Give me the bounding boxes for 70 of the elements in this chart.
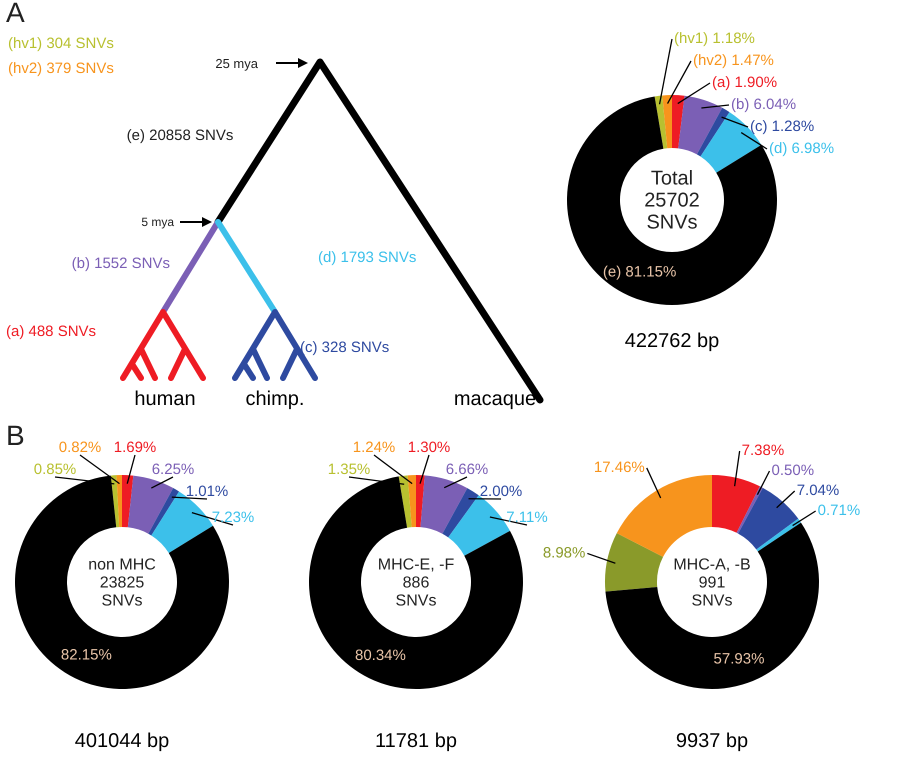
text: macaque xyxy=(454,388,536,410)
data-label: 8.98% xyxy=(542,544,586,562)
text: MHC-E, -F 886 SNVs xyxy=(378,556,454,610)
donut-slice xyxy=(662,95,672,148)
donut-slice xyxy=(128,476,174,534)
text: MHC-A, -B 991 SNVs xyxy=(673,556,751,610)
text: (b) 1552 SNVs xyxy=(72,255,170,272)
data-label: 1.24% xyxy=(352,439,396,456)
text: 5 mya xyxy=(141,215,174,229)
data-label: 0.85% xyxy=(34,461,76,478)
slice-label: (c) 1.28% xyxy=(750,118,814,135)
slice-label: (b) 6.04% xyxy=(731,96,796,113)
data-label: 17.46% xyxy=(594,458,645,476)
slice-label: (e) 81.15% xyxy=(602,263,676,280)
data-label: 0.71% xyxy=(818,502,860,519)
text: non MHC 23825 SNVs xyxy=(88,556,156,610)
text: B xyxy=(6,420,25,451)
donut-slice xyxy=(736,486,763,534)
text: 9937 bp xyxy=(676,730,748,752)
data-label: 7.11% xyxy=(506,509,548,526)
donut-slice xyxy=(712,475,760,533)
text: (e) 20858 SNVs xyxy=(126,127,234,144)
text: (d) 1793 SNVs xyxy=(318,249,416,266)
donut-slice xyxy=(654,95,668,149)
data-label: 1.35% xyxy=(328,461,370,478)
text: (a) 488 SNVs xyxy=(6,323,96,340)
donut-slice xyxy=(116,475,122,528)
donut-slice xyxy=(696,108,730,156)
data-label: 6.66% xyxy=(446,461,488,478)
data-label: 82.15% xyxy=(60,646,112,664)
text: chimp. xyxy=(246,388,304,410)
slice-label: (hv1) 1.18% xyxy=(674,30,755,47)
data-label: 6.25% xyxy=(152,461,194,478)
donut-slice xyxy=(442,488,479,538)
data-label: 57.93% xyxy=(714,650,764,668)
text: (hv2) 379 SNVs xyxy=(8,60,114,77)
text: A xyxy=(6,0,25,28)
data-label: 7.38% xyxy=(742,442,784,459)
donut-slice xyxy=(738,488,798,550)
donut-slice xyxy=(605,533,664,592)
donut-slice xyxy=(616,475,712,557)
data-label: 1.01% xyxy=(186,483,228,500)
data-label: 1.69% xyxy=(114,439,156,456)
text: 25 mya xyxy=(215,56,259,71)
donut-slice xyxy=(110,475,120,528)
donut-slice xyxy=(416,475,425,528)
donut-slice xyxy=(408,475,416,528)
data-label: 80.34% xyxy=(354,646,406,664)
text: 401044 bp xyxy=(74,730,170,752)
slice-label: (hv2) 1.47% xyxy=(693,52,774,69)
donut-slice xyxy=(398,475,412,528)
data-label: 1.30% xyxy=(408,439,450,456)
data-label: 0.82% xyxy=(58,439,102,456)
slice-label: (d) 6.98% xyxy=(769,140,834,157)
donut-slice xyxy=(148,488,180,536)
data-label: 2.00% xyxy=(480,483,522,500)
donut-slice xyxy=(122,475,134,528)
data-label: 7.23% xyxy=(212,509,254,526)
donut-slice xyxy=(756,518,801,552)
text: human xyxy=(134,388,196,410)
text: (hv1) 304 SNVs xyxy=(8,35,114,52)
donut-slice xyxy=(672,95,685,148)
data-label: 7.04% xyxy=(796,482,840,499)
donut-slice xyxy=(678,96,722,154)
text: Total 25702 SNVs xyxy=(644,168,700,234)
text: 422762 bp xyxy=(624,330,720,352)
slice-label: (a) 1.90% xyxy=(712,74,778,91)
donut-slice xyxy=(420,475,468,534)
text: 11781 bp xyxy=(375,730,457,752)
data-label: 0.50% xyxy=(772,462,814,479)
